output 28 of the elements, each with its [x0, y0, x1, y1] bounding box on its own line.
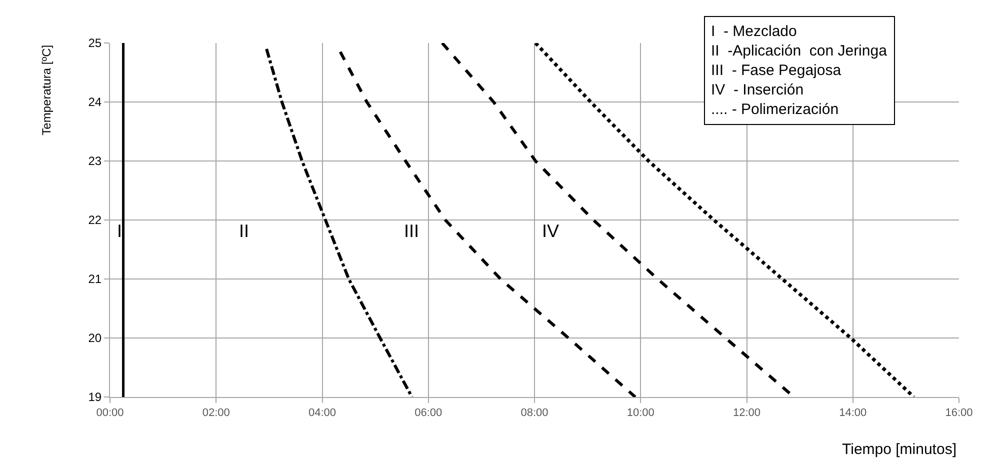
y-axis-title: Temperatura [ºC]	[39, 44, 54, 136]
y-tick-label: 22	[88, 213, 102, 228]
annotation: IV - Inserción	[711, 82, 804, 98]
annotation: .... - Polimerización	[711, 101, 839, 118]
x-tick-label: 04:00	[308, 407, 336, 420]
x-tick-label: 10:00	[626, 407, 654, 420]
x-tick-label: 16:00	[945, 407, 973, 420]
y-tick-label: 25	[88, 36, 102, 50]
text: I - Mezclado	[711, 23, 797, 40]
x-tick-label: 02:00	[202, 407, 230, 420]
annotation: I	[117, 221, 122, 241]
annotation: IV	[542, 221, 560, 241]
annotation: III - Fase Pegajosa	[711, 62, 842, 79]
annotation: II	[239, 221, 250, 241]
x-tick-label: 08:00	[520, 407, 548, 420]
x-tick-label: 06:00	[414, 407, 442, 420]
x-tick-label: 00:00	[96, 407, 124, 420]
annotation: II -Aplicación con Jeringa	[711, 42, 888, 60]
y-tick-label: 24	[88, 95, 102, 110]
annotation: III	[404, 221, 420, 241]
y-tick-label: 21	[88, 272, 102, 286]
x-tick-label: 14:00	[839, 407, 867, 420]
x-axis-title: Tiempo [minutos]	[842, 441, 956, 458]
x-tick-label: 12:00	[732, 407, 761, 420]
line-series	[338, 50, 637, 397]
y-tick-label: 20	[88, 331, 102, 346]
y-tick-label: 19	[88, 390, 102, 404]
y-tick-label: 23	[88, 154, 102, 168]
